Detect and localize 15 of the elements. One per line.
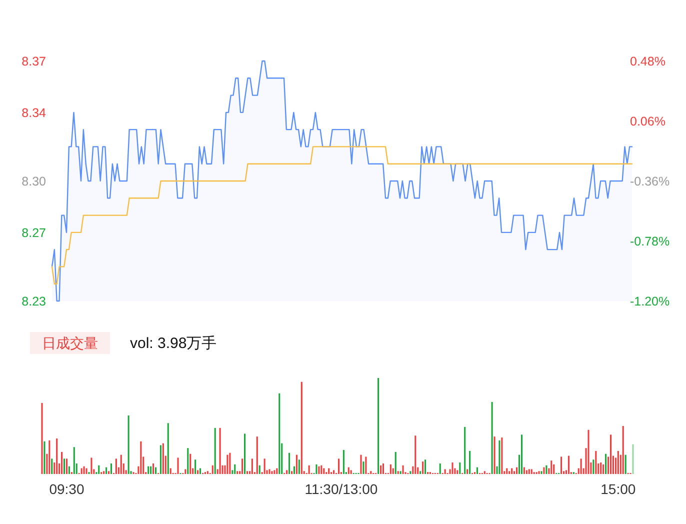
y-tick-label: 8.30 (22, 174, 46, 188)
x-tick-label: 09:30 (49, 481, 84, 497)
y-tick-label: 8.27 (22, 226, 46, 240)
text: vol: 3.98万手 (130, 335, 217, 352)
y2-tick-label: -0.36% (630, 174, 670, 188)
text: 日成交量 (42, 335, 98, 351)
y2-tick-label: -1.20% (630, 294, 670, 308)
y-tick-label: 8.37 (22, 54, 46, 68)
y-tick-label: 8.23 (22, 294, 46, 308)
y2-tick-label: -0.78% (630, 234, 670, 248)
y2-tick-label: 0.06% (630, 114, 666, 128)
y2-tick-label: 0.48% (630, 54, 666, 68)
x-tick-label: 15:00 (600, 481, 636, 497)
x-tick-label: 11:30/13:00 (304, 481, 378, 497)
y-tick-label: 8.34 (22, 106, 46, 120)
